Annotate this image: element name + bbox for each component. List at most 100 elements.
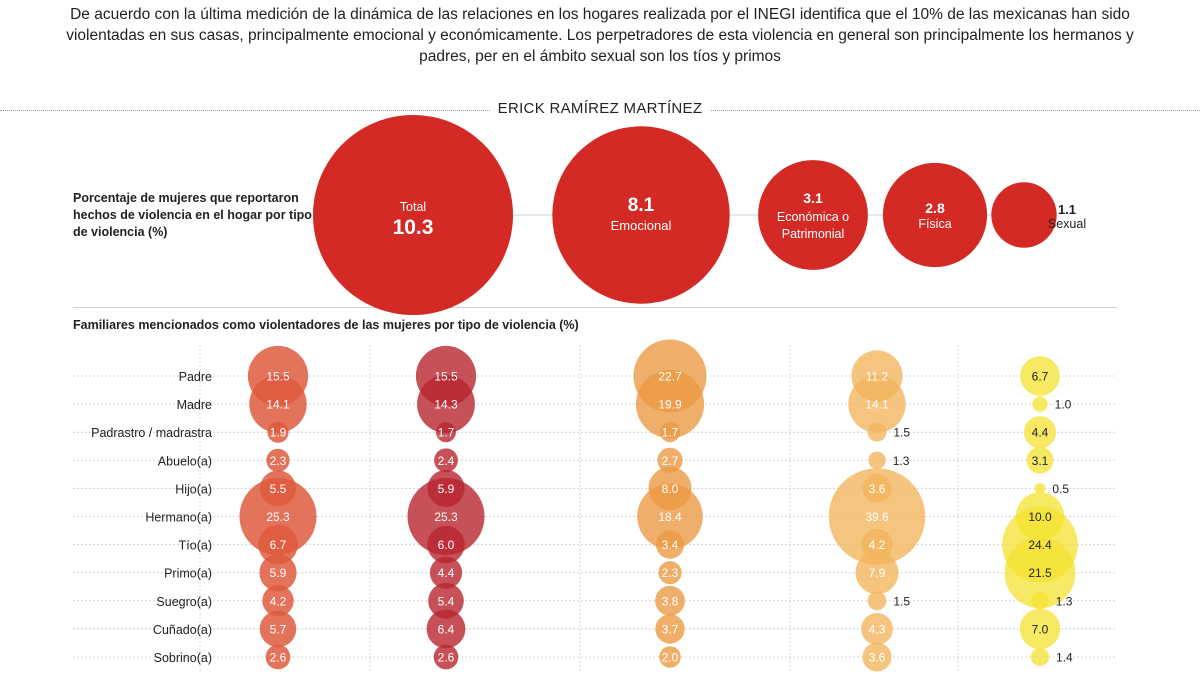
grid-value-label-1-6: 6.0 (438, 538, 455, 552)
grid-value-label-0-3: 2.3 (270, 454, 287, 468)
grid-value-label-1-0: 15.5 (434, 370, 458, 384)
grid-value-label-4-1: 1.0 (1055, 398, 1072, 412)
grid-value-label-0-2: 1.9 (270, 426, 287, 440)
grid-value-label-3-9: 4.3 (869, 622, 886, 636)
grid-value-label-0-0: 15.5 (266, 370, 290, 384)
grid-value-label-2-7: 2.3 (662, 566, 679, 580)
grid-bubble-1-6 (427, 525, 465, 564)
grid-bubble-0-3 (266, 448, 290, 472)
grid-value-label-0-4: 5.5 (270, 482, 287, 496)
grid-bubble-1-3 (434, 448, 458, 473)
author-byline: ERICK RAMÍREZ MARTÍNEZ (490, 100, 710, 117)
grid-bubble-1-1 (417, 375, 475, 433)
grid-value-label-3-8: 1.5 (893, 594, 910, 608)
grid-bubble-0-7 (259, 554, 297, 592)
row-label-6: Tío(a) (179, 539, 212, 553)
grid-value-label-2-2: 1.7 (662, 426, 679, 440)
grid-value-label-2-0: 22.7 (658, 370, 682, 384)
top-category-label-0: Total (400, 200, 426, 214)
grid-bubble-1-5 (407, 478, 485, 555)
grid-bubble-3-2 (867, 422, 887, 442)
section1-label: Porcentaje de mujeres que reportaron hec… (73, 191, 312, 239)
grid-bubble-0-8 (262, 585, 294, 617)
row-label-9: Cuñado(a) (153, 623, 212, 637)
top-value-label-2: 3.1 (803, 190, 823, 206)
grid-bubble-3-3 (868, 451, 886, 469)
grid-bubble-1-8 (428, 583, 464, 619)
grid-value-label-3-0: 11.2 (866, 370, 889, 384)
grid-bubble-3-6 (861, 528, 893, 561)
row-label-7: Primo(a) (164, 567, 212, 581)
grid-value-label-1-4: 5.9 (438, 482, 455, 496)
top-bubble-0 (313, 115, 513, 315)
grid-bubble-3-5 (828, 468, 926, 565)
grid-value-label-4-7: 21.5 (1028, 566, 1052, 580)
grid-bubble-4-10 (1030, 647, 1050, 667)
grid-bubble-0-2 (267, 421, 289, 443)
grid-value-label-0-9: 5.7 (270, 622, 287, 636)
grid-bubble-2-3 (657, 447, 683, 473)
grid-value-label-0-8: 4.2 (270, 594, 287, 608)
grid-value-label-1-5: 25.3 (434, 510, 458, 524)
grid-value-label-2-9: 3.7 (662, 622, 679, 636)
grid-value-label-4-5: 10.0 (1028, 510, 1052, 524)
grid-value-label-1-9: 6.4 (438, 622, 455, 636)
grid-bubble-4-8 (1031, 592, 1049, 610)
top-category-label-3: Física (918, 217, 951, 231)
grid-bubble-0-9 (259, 610, 297, 648)
row-label-1: Madre (177, 398, 212, 412)
grid-value-label-3-6: 4.2 (869, 538, 886, 552)
grid-bubble-0-6 (258, 524, 298, 565)
grid-bubble-3-1 (848, 375, 906, 433)
grid-bubble-2-7 (658, 561, 682, 585)
grid-bubble-2-5 (637, 483, 703, 550)
top-value-label-1: 8.1 (628, 195, 655, 216)
grid-bubble-4-2 (1023, 416, 1057, 449)
grid-value-label-4-8: 1.3 (1056, 594, 1073, 608)
row-label-10: Sobrino(a) (154, 651, 212, 665)
top-category-label-2-0: Económica o (777, 210, 849, 224)
top-bubble-4 (991, 182, 1057, 248)
grid-value-label-3-7: 7.9 (869, 566, 886, 580)
grid-value-label-4-0: 6.7 (1032, 370, 1049, 384)
grid-value-label-3-10: 3.6 (869, 651, 886, 665)
grid-value-label-0-7: 5.9 (270, 566, 287, 580)
grid-bubble-2-2 (660, 422, 680, 443)
grid-value-label-2-6: 3.4 (662, 538, 679, 552)
grid-bubble-0-1 (249, 375, 307, 433)
row-label-8: Suegro(a) (156, 595, 212, 609)
row-label-0: Padre (179, 370, 212, 384)
grid-bubble-2-6 (655, 530, 685, 559)
row-label-2: Padrastro / madrastra (91, 426, 212, 440)
grid-value-label-4-10: 1.4 (1056, 651, 1073, 665)
grid-bubble-3-10 (862, 642, 892, 672)
grid-value-label-3-3: 1.3 (893, 454, 910, 468)
top-bubble-1 (552, 126, 730, 304)
grid-bubble-3-8 (867, 591, 887, 611)
grid-bubble-4-1 (1032, 396, 1048, 412)
grid-value-label-1-7: 4.4 (438, 566, 455, 580)
grid-bubble-1-10 (433, 644, 459, 670)
grid-value-label-1-3: 2.4 (438, 454, 455, 468)
top-category-label-4: Sexual (1048, 217, 1086, 231)
grid-value-label-0-1: 14.1 (266, 398, 290, 412)
grid-value-label-2-1: 19.9 (658, 398, 682, 412)
row-label-3: Abuelo(a) (158, 454, 212, 468)
grid-bubble-1-9 (426, 609, 466, 649)
grid-value-label-3-4: 3.6 (869, 482, 886, 496)
intro-text: De acuerdo con la última medición de la … (66, 6, 1134, 65)
grid-bubble-4-0 (1020, 356, 1060, 396)
grid-value-label-3-5: 39.6 (865, 510, 889, 524)
grid-bubble-0-10 (265, 644, 291, 670)
grid-value-label-2-4: 8.0 (662, 482, 679, 496)
grid-bubble-1-2 (436, 422, 456, 443)
grid-value-label-2-3: 2.7 (662, 454, 679, 468)
grid-value-label-4-3: 3.1 (1032, 454, 1049, 468)
top-category-label-1: Emocional (611, 218, 672, 233)
grid-value-label-2-8: 3.8 (662, 594, 679, 608)
grid-bubble-3-9 (861, 613, 893, 645)
grid-value-label-1-1: 14.3 (434, 398, 458, 412)
grid-value-label-4-2: 4.4 (1032, 426, 1049, 440)
grid-bubble-4-9 (1019, 608, 1061, 650)
top-bubble-2 (758, 160, 868, 270)
